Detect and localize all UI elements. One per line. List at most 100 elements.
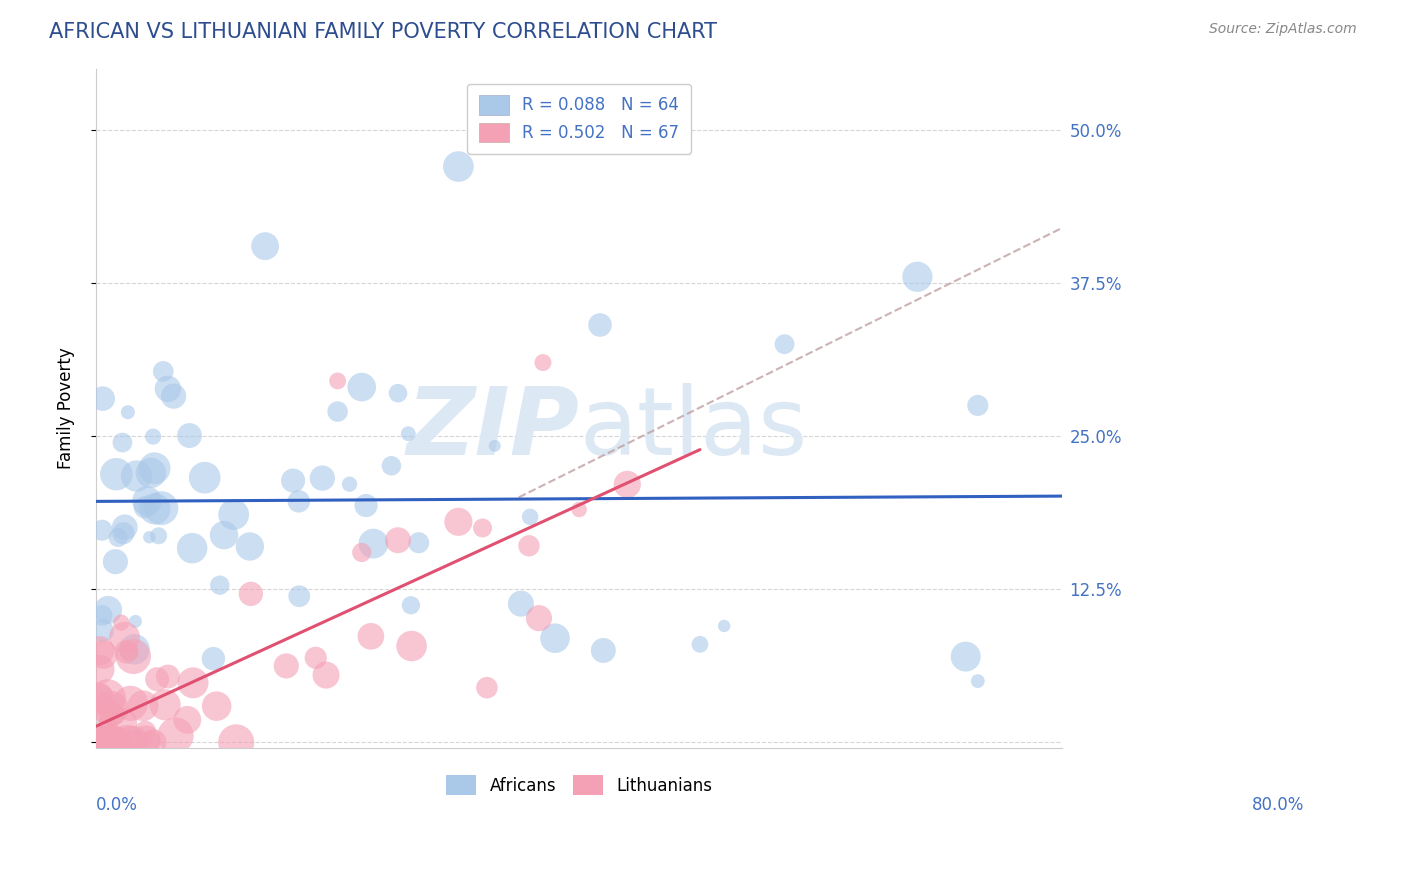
Point: [105, 467, 128, 482]
Point: [311, 471, 333, 485]
Point: [122, 735, 145, 749]
Point: [125, 469, 148, 483]
Point: [124, 615, 146, 629]
Point: [108, 735, 131, 749]
Point: [202, 651, 225, 665]
Point: [360, 629, 382, 643]
Point: [156, 382, 179, 396]
Text: 80.0%: 80.0%: [1251, 796, 1303, 814]
Point: [135, 494, 157, 508]
Point: [531, 355, 554, 369]
Point: [162, 389, 184, 403]
Point: [387, 386, 409, 401]
Point: [254, 239, 277, 253]
Point: [387, 533, 409, 548]
Point: [142, 735, 165, 749]
Point: [103, 735, 125, 749]
Point: [713, 619, 735, 633]
Point: [339, 477, 361, 491]
Point: [107, 735, 129, 749]
Point: [134, 724, 156, 739]
Point: [153, 698, 176, 712]
Point: [152, 364, 174, 378]
Point: [212, 528, 235, 542]
Text: ZIP: ZIP: [406, 383, 579, 475]
Point: [517, 539, 540, 553]
Point: [97, 603, 120, 617]
Point: [276, 659, 298, 673]
Point: [142, 429, 165, 443]
Point: [100, 707, 122, 722]
Point: [91, 624, 114, 638]
Point: [138, 530, 160, 544]
Point: [179, 428, 201, 442]
Point: [89, 734, 111, 748]
Point: [89, 643, 111, 657]
Point: [91, 523, 114, 537]
Point: [208, 578, 231, 592]
Text: atlas: atlas: [579, 383, 807, 475]
Point: [124, 642, 146, 657]
Point: [484, 439, 506, 453]
Point: [288, 494, 311, 508]
Point: [96, 719, 118, 733]
Point: [408, 535, 430, 549]
Point: [135, 733, 157, 747]
Point: [288, 589, 311, 603]
Point: [103, 735, 125, 749]
Point: [91, 735, 114, 749]
Point: [689, 637, 711, 651]
Point: [114, 520, 136, 534]
Point: [592, 643, 614, 657]
Point: [89, 730, 111, 744]
Point: [118, 644, 141, 658]
Point: [94, 729, 117, 743]
Point: [89, 735, 111, 749]
Text: Source: ZipAtlas.com: Source: ZipAtlas.com: [1209, 22, 1357, 37]
Point: [281, 474, 304, 488]
Point: [305, 650, 328, 665]
Point: [354, 499, 377, 513]
Point: [132, 698, 155, 713]
Point: [117, 405, 139, 419]
Point: [114, 631, 136, 645]
Point: [380, 458, 402, 473]
Point: [165, 729, 187, 743]
Point: [239, 540, 262, 554]
Point: [589, 318, 612, 332]
Point: [966, 674, 988, 689]
Point: [94, 704, 117, 718]
Point: [143, 501, 166, 516]
Point: [396, 426, 419, 441]
Point: [90, 735, 112, 749]
Point: [111, 435, 134, 450]
Point: [91, 392, 114, 406]
Point: [143, 461, 166, 475]
Point: [471, 521, 494, 535]
Text: 0.0%: 0.0%: [96, 796, 138, 814]
Point: [112, 526, 135, 541]
Point: [115, 735, 138, 749]
Point: [115, 645, 138, 659]
Point: [616, 477, 638, 491]
Text: AFRICAN VS LITHUANIAN FAMILY POVERTY CORRELATION CHART: AFRICAN VS LITHUANIAN FAMILY POVERTY COR…: [49, 22, 717, 42]
Point: [111, 715, 134, 730]
Point: [107, 735, 129, 749]
Point: [89, 689, 111, 703]
Point: [955, 649, 977, 664]
Point: [150, 501, 173, 516]
Point: [181, 541, 204, 556]
Point: [156, 669, 179, 683]
Point: [146, 672, 169, 686]
Point: [110, 615, 132, 630]
Point: [101, 735, 124, 749]
Point: [205, 699, 228, 714]
Point: [350, 545, 373, 559]
Point: [93, 648, 115, 662]
Point: [222, 508, 245, 522]
Point: [326, 404, 349, 418]
Point: [447, 515, 470, 529]
Point: [315, 668, 337, 682]
Point: [363, 536, 385, 550]
Y-axis label: Family Poverty: Family Poverty: [58, 348, 75, 469]
